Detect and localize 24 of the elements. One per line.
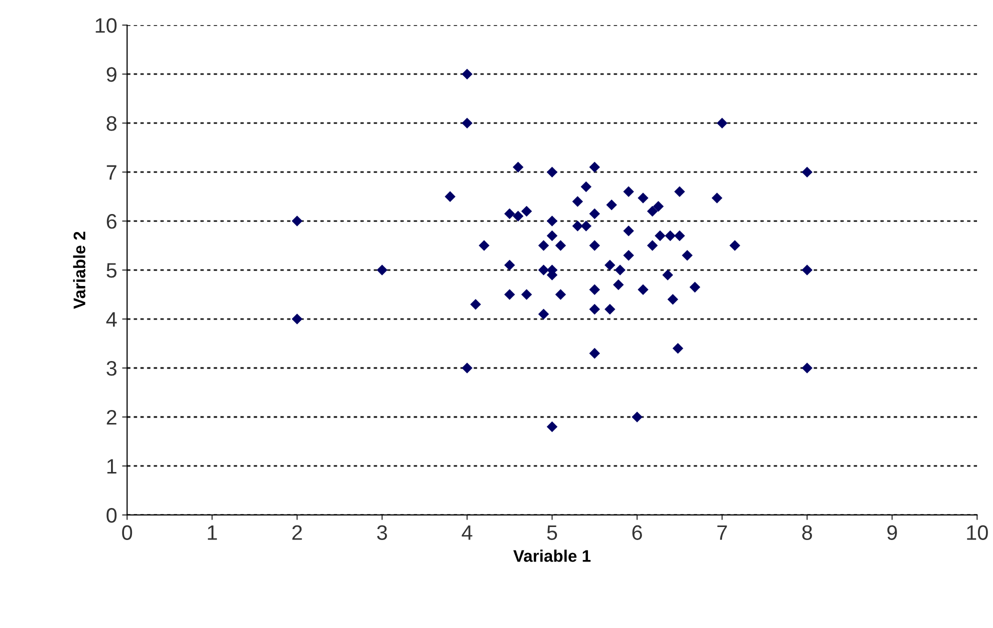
x-tick-label: 1: [208, 525, 217, 540]
x-tick-label: 10: [967, 525, 988, 540]
y-tick-label: 1: [107, 459, 116, 474]
y-tick-label: 2: [106, 410, 116, 425]
y-axis-title: Variable 2: [73, 232, 86, 309]
y-tick-label: 10: [96, 18, 117, 33]
x-tick-label: 8: [802, 525, 812, 540]
x-tick-label: 5: [547, 525, 558, 540]
y-tick-label: 9: [106, 67, 116, 82]
x-tick-label: 3: [377, 525, 387, 540]
y-tick-label: 7: [106, 165, 116, 180]
x-tick-label: 6: [632, 525, 642, 540]
y-tick-label: 4: [106, 312, 117, 327]
x-tick-label: 0: [122, 525, 132, 540]
y-tick-label: 6: [106, 214, 116, 229]
y-tick-label: 8: [106, 116, 116, 131]
y-tick-label: 0: [106, 508, 117, 523]
x-axis-title: Variable 1: [513, 550, 591, 562]
x-tick-label: 2: [292, 525, 302, 540]
y-tick-label: 3: [106, 361, 116, 376]
x-tick-label: 4: [462, 525, 472, 540]
y-tick-label: 5: [106, 263, 117, 278]
x-tick-label: 9: [887, 525, 897, 540]
x-tick-label: 7: [717, 525, 727, 540]
